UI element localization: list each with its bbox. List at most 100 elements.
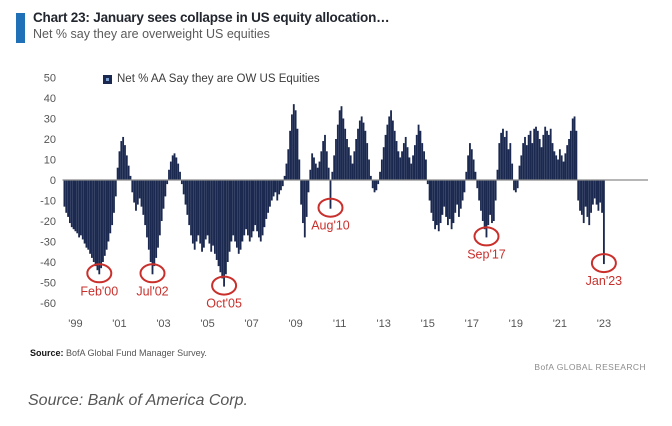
bar xyxy=(419,130,422,180)
bar xyxy=(580,180,583,215)
chart-subtitle: Net % say they are overweight US equitie… xyxy=(33,27,270,41)
bar xyxy=(94,180,97,267)
bar xyxy=(224,180,227,275)
bar xyxy=(333,155,336,180)
bar xyxy=(569,130,572,180)
bar xyxy=(487,180,490,226)
bar xyxy=(410,163,413,180)
bar xyxy=(107,180,110,242)
bar xyxy=(560,155,563,180)
bar xyxy=(65,180,68,213)
bar xyxy=(579,180,581,211)
bar xyxy=(379,171,381,180)
bar xyxy=(63,180,66,207)
bar xyxy=(103,180,106,256)
bar xyxy=(270,180,273,201)
bar xyxy=(415,134,418,180)
bar xyxy=(80,180,82,236)
bar xyxy=(531,143,534,180)
bar xyxy=(483,180,486,230)
bar xyxy=(340,106,343,180)
bofa-global-research-brand: BofA GLOBAL RESEARCH xyxy=(534,362,646,372)
bar xyxy=(546,130,548,180)
bar xyxy=(135,180,137,211)
annotation-circle xyxy=(590,253,617,274)
bar xyxy=(169,161,172,180)
y-tick-label: -30 xyxy=(40,237,56,249)
legend-label: Net % AA Say they are OW US Equities xyxy=(117,73,320,85)
bar xyxy=(357,128,359,180)
bar xyxy=(133,180,136,203)
bar xyxy=(529,130,532,180)
bar xyxy=(213,180,216,254)
bar xyxy=(577,180,580,201)
bar xyxy=(355,139,358,180)
bar xyxy=(158,180,161,236)
annotation-label: Aug'10 xyxy=(311,219,350,233)
bar xyxy=(278,180,281,195)
bottom-caption: Source: Bank of America Corp. xyxy=(28,392,248,409)
bar xyxy=(461,180,464,201)
bar xyxy=(305,180,308,217)
bar xyxy=(140,180,143,207)
bar xyxy=(375,180,378,191)
bar xyxy=(536,130,539,180)
bar xyxy=(314,163,317,180)
bar xyxy=(191,180,194,244)
bar xyxy=(122,136,125,180)
y-tick-label: 50 xyxy=(44,73,56,85)
bar xyxy=(289,130,292,180)
bar xyxy=(147,180,150,250)
bar xyxy=(232,180,235,236)
bar xyxy=(138,180,141,199)
bar xyxy=(67,180,69,217)
bar xyxy=(584,180,587,207)
bar xyxy=(494,180,497,201)
bar xyxy=(573,116,576,180)
bar xyxy=(595,180,598,205)
bar xyxy=(463,180,466,193)
bar xyxy=(91,180,93,258)
bar xyxy=(445,180,448,217)
bar xyxy=(555,155,558,180)
bar xyxy=(287,149,290,180)
bar xyxy=(105,180,108,250)
bar xyxy=(327,167,330,180)
bar xyxy=(492,180,495,221)
bar xyxy=(514,180,517,193)
bar xyxy=(436,180,438,226)
bar xyxy=(491,180,493,224)
bar xyxy=(70,180,73,228)
bar xyxy=(459,180,462,209)
bar xyxy=(204,180,207,240)
legend: Net % AA Say they are OW US Equities xyxy=(103,73,320,85)
bar xyxy=(586,180,589,217)
bar xyxy=(564,153,567,180)
bar xyxy=(551,143,554,180)
x-tick-label: '11 xyxy=(333,318,347,330)
bar xyxy=(291,114,293,180)
bar xyxy=(184,180,187,205)
bar xyxy=(513,180,515,191)
bar xyxy=(175,157,178,180)
bar xyxy=(599,180,602,203)
bar xyxy=(173,153,176,180)
bar xyxy=(116,167,119,180)
chart-title: Chart 23: January sees collapse in US eq… xyxy=(33,10,390,25)
bar xyxy=(472,159,475,180)
bar xyxy=(259,180,262,242)
bar xyxy=(547,134,550,180)
bar xyxy=(267,180,270,213)
x-tick-label: '23 xyxy=(597,318,611,330)
x-tick-label: '19 xyxy=(509,318,523,330)
bar xyxy=(223,180,225,287)
bar xyxy=(210,180,213,252)
bar xyxy=(412,155,414,180)
bar xyxy=(582,180,585,224)
bar xyxy=(300,180,303,205)
bar xyxy=(199,180,202,244)
bar xyxy=(245,180,247,230)
bar xyxy=(597,180,600,211)
bar xyxy=(155,180,158,258)
bar xyxy=(230,180,233,242)
